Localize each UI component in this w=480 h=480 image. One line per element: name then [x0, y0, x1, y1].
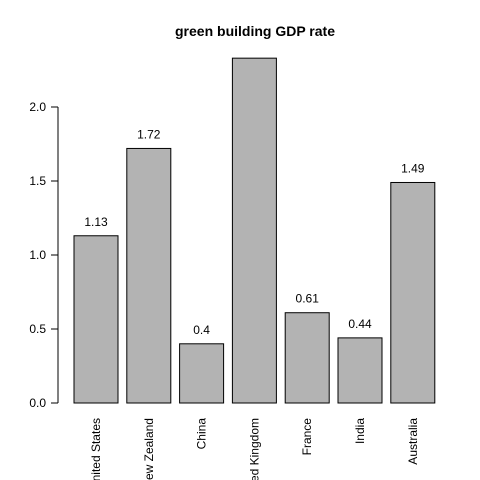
bar-australia	[390, 181, 436, 404]
bars	[73, 57, 436, 404]
category-label: India	[353, 418, 367, 444]
category-label: France	[300, 418, 314, 456]
data-label: 0.4	[193, 323, 210, 337]
category-labels: United States New Zealand China United King…	[89, 418, 420, 480]
bar-india	[337, 337, 383, 404]
category-label: New Zealand	[142, 418, 156, 480]
data-label: 0.61	[296, 292, 320, 306]
y-axis: 0.0 0.5 1.0 1.5 2.0	[29, 100, 59, 410]
data-label: 0.44	[348, 317, 372, 331]
data-label: 1.72	[137, 127, 161, 141]
bar-united-states	[73, 235, 119, 404]
bar-new-zealand	[126, 147, 172, 404]
chart-title: green building GDP rate	[175, 23, 335, 39]
category-label: Australia	[406, 418, 420, 465]
y-tick-label: 0.5	[29, 322, 46, 336]
data-label: 1.13	[84, 215, 108, 229]
data-label: 1.49	[401, 161, 425, 175]
y-tick-label: 2.0	[29, 100, 46, 114]
bar-france	[284, 312, 330, 404]
y-tick-label: 1.0	[29, 248, 46, 262]
y-tick-label: 0.0	[29, 396, 46, 410]
y-tick-label: 1.5	[29, 174, 46, 188]
category-label: United States	[89, 418, 103, 480]
bar-china	[179, 343, 225, 404]
data-labels: 1.13 1.72 0.4 0.61 0.44 1.49	[84, 127, 424, 336]
bar-united-kingdom	[231, 57, 277, 404]
category-label: China	[195, 418, 209, 450]
category-label: United Kingdom	[247, 418, 261, 480]
